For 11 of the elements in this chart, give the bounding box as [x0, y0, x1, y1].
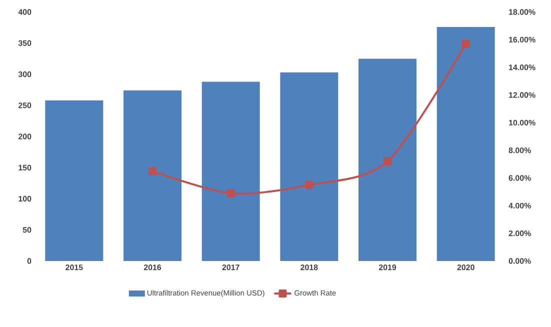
bar — [124, 90, 182, 261]
point — [384, 157, 392, 166]
bar — [280, 72, 338, 261]
bar — [202, 82, 260, 261]
bar — [358, 58, 417, 261]
bar — [45, 100, 104, 261]
bar — [436, 26, 495, 261]
point — [226, 189, 235, 198]
point — [462, 40, 470, 48]
point — [148, 167, 156, 176]
point — [305, 180, 314, 189]
